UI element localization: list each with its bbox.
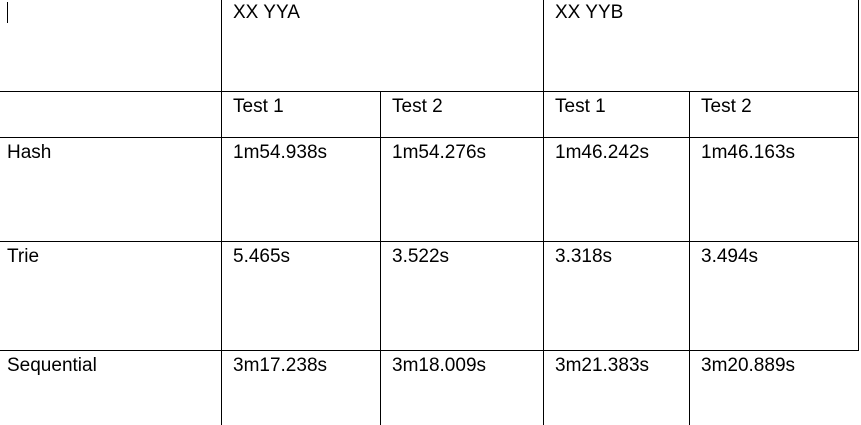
table-cell: 1m46.163s bbox=[701, 142, 796, 163]
row-label-sequential: Sequential bbox=[7, 355, 97, 376]
row-label-trie: Trie bbox=[7, 246, 40, 267]
table-cell: 3m20.889s bbox=[701, 355, 796, 376]
subheader-yyb-test-1: Test 1 bbox=[555, 96, 606, 117]
subheader-yya-test-2: Test 2 bbox=[392, 96, 443, 117]
table-cell: 3.522s bbox=[392, 246, 450, 267]
subheader-yya-test-1: Test 1 bbox=[233, 96, 284, 117]
group-header-yyb: XX YYB bbox=[555, 2, 624, 23]
column-divider bbox=[689, 91, 690, 425]
row-label-hash: Hash bbox=[7, 142, 52, 163]
table-cell: 3.318s bbox=[555, 246, 613, 267]
table-cell: 3m17.238s bbox=[233, 355, 328, 376]
column-divider bbox=[858, 0, 859, 350]
column-divider bbox=[221, 0, 222, 425]
subheader-yyb-test-2: Test 2 bbox=[701, 96, 752, 117]
column-divider bbox=[380, 91, 381, 425]
table-cell: 3.494s bbox=[701, 246, 759, 267]
table-cell: 3m18.009s bbox=[392, 355, 487, 376]
table-cell: 1m54.276s bbox=[392, 142, 487, 163]
row-divider bbox=[0, 241, 859, 242]
group-header-yya: XX YYA bbox=[233, 2, 300, 23]
column-divider bbox=[543, 0, 544, 425]
table-cell: 1m46.242s bbox=[555, 142, 650, 163]
text-cursor bbox=[7, 2, 8, 23]
table-cell: 5.465s bbox=[233, 246, 291, 267]
row-divider bbox=[0, 137, 859, 138]
table-cell: 1m54.938s bbox=[233, 142, 328, 163]
row-divider bbox=[0, 91, 859, 92]
row-divider bbox=[0, 350, 859, 351]
table-cell: 3m21.383s bbox=[555, 355, 650, 376]
